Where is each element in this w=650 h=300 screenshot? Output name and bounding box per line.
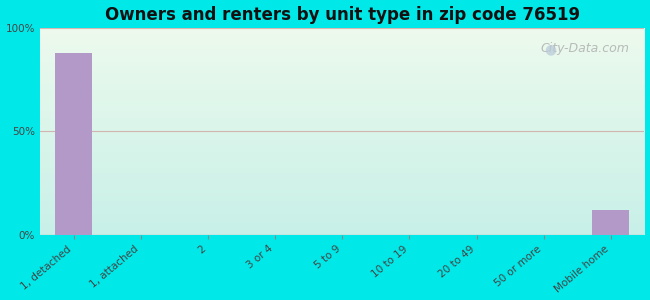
Bar: [55, 53, 92, 235]
Bar: [592, 210, 629, 235]
Title: Owners and renters by unit type in zip code 76519: Owners and renters by unit type in zip c…: [105, 6, 580, 24]
Text: ●: ●: [545, 42, 557, 56]
Text: City-Data.com: City-Data.com: [540, 42, 629, 56]
